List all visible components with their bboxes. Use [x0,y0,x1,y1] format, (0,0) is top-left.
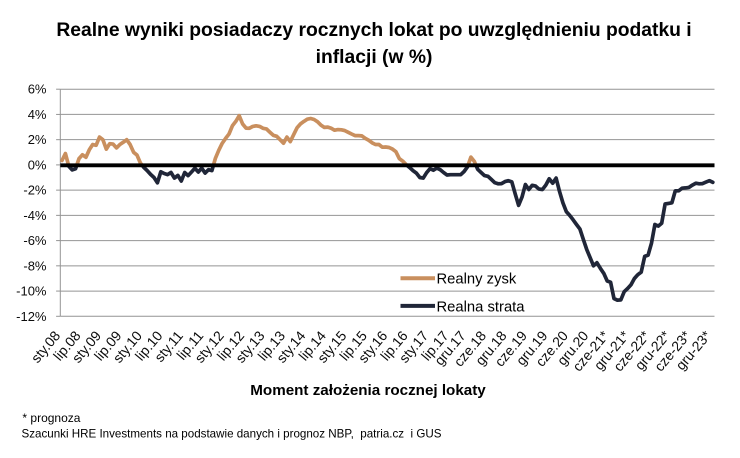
svg-text:Szacunki HRE Investments na po: Szacunki HRE Investments na podstawie da… [22,428,442,441]
svg-text:Realna strata: Realna strata [437,299,526,315]
svg-text:-6%: -6% [23,233,47,248]
svg-text:* prognoza: * prognoza [22,411,80,425]
svg-text:-8%: -8% [23,258,47,273]
svg-text:0%: 0% [28,157,47,172]
svg-text:Realny zysk: Realny zysk [437,272,517,288]
svg-text:-12%: -12% [16,309,47,324]
svg-text:-4%: -4% [23,208,47,223]
svg-text:inflacji (w %): inflacji (w %) [316,47,433,68]
svg-text:-2%: -2% [23,183,47,198]
svg-text:4%: 4% [28,107,47,122]
svg-text:Moment założenia rocznej lokat: Moment założenia rocznej lokaty [250,382,486,399]
svg-text:6%: 6% [28,82,47,97]
svg-text:2%: 2% [28,132,47,147]
svg-text:-10%: -10% [16,284,47,299]
svg-text:Realne wyniki posiadaczy roczn: Realne wyniki posiadaczy rocznych lokat … [56,20,691,41]
